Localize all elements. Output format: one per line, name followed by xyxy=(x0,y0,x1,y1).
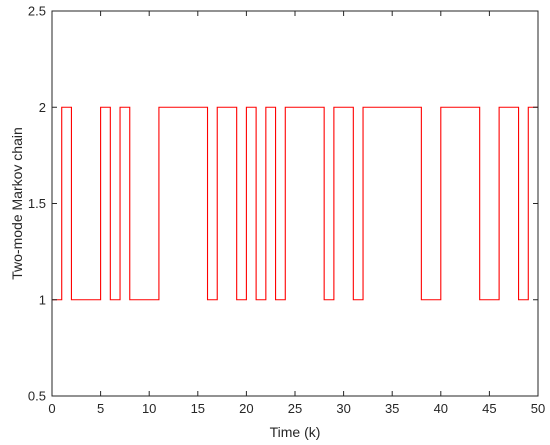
y-axis-label: Two-mode Markov chain xyxy=(9,127,25,280)
x-tick-label: 10 xyxy=(142,401,156,416)
x-tick-label: 5 xyxy=(97,401,104,416)
x-tick-label: 50 xyxy=(531,401,545,416)
x-tick-label: 25 xyxy=(288,401,302,416)
x-tick-label: 35 xyxy=(385,401,399,416)
x-tick-label: 30 xyxy=(336,401,350,416)
y-tick-label: 2 xyxy=(39,100,46,115)
x-axis-label: Time (k) xyxy=(270,424,321,440)
x-tick-label: 20 xyxy=(239,401,253,416)
plot-layer xyxy=(52,106,538,301)
x-tick-label: 45 xyxy=(482,401,496,416)
y-tick-label: 1 xyxy=(39,292,46,307)
y-tick-label: 0.5 xyxy=(28,389,46,404)
x-tick-label: 0 xyxy=(48,401,55,416)
x-tick-label: 40 xyxy=(434,401,448,416)
x-tick-label: 15 xyxy=(191,401,205,416)
series-line-0 xyxy=(52,106,538,301)
ticks-layer: 0 5 10 15 20 25 30 35 40 45 50 0.5 1 1.5 2 2.5 xyxy=(28,4,545,417)
y-tick-label: 2.5 xyxy=(28,4,46,19)
y-tick-label: 1.5 xyxy=(28,196,46,211)
